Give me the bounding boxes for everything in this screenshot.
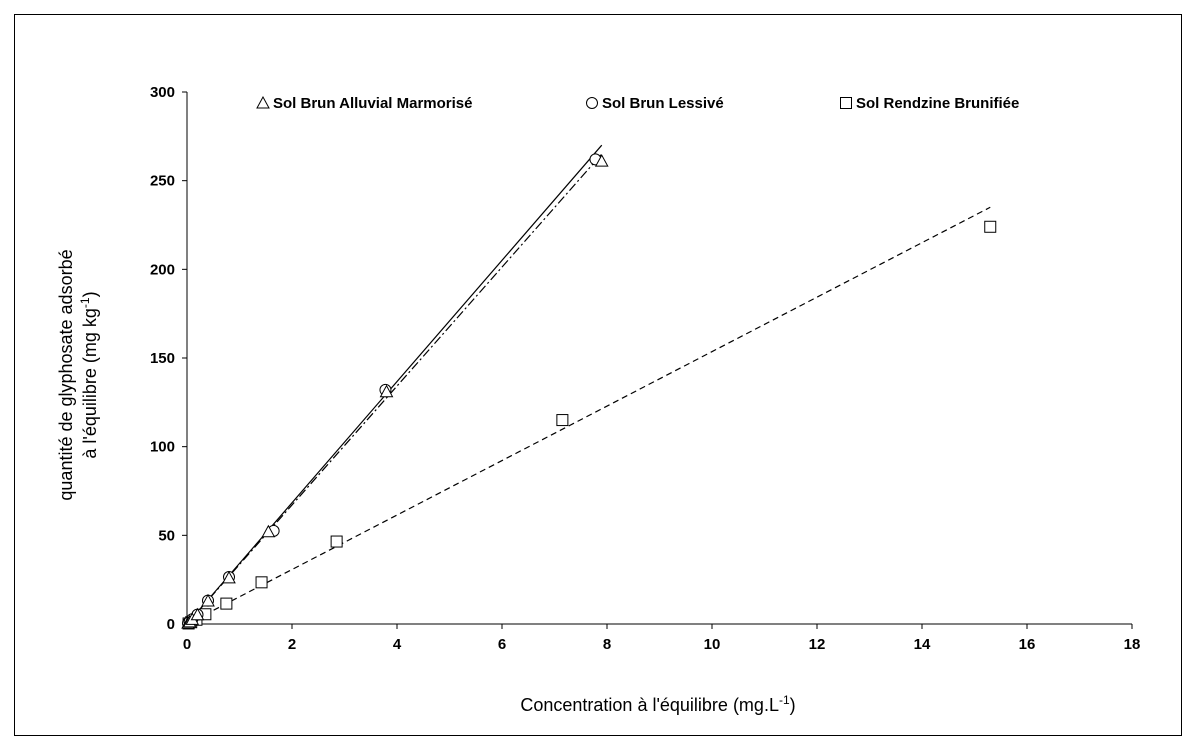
tick-labels: 0 2 4 6 8 10 12 14 16 18 0 50 100 150 200 250 300 (150, 84, 1140, 653)
triangle-marker (261, 524, 276, 538)
triangle-marker (379, 384, 394, 398)
square-marker (255, 576, 268, 589)
square-marker (556, 414, 569, 427)
y-tick-label: 0 (167, 616, 175, 633)
y-tick-label: 100 (150, 439, 175, 456)
square-marker (984, 220, 997, 233)
legend-triangle-icon (256, 95, 270, 109)
axes (182, 91, 1133, 629)
legend-square-icon (840, 97, 852, 109)
x-tick-label: 14 (914, 636, 931, 653)
legend: Sol Brun Alluvial Marmorisé Sol Brun Less… (256, 95, 1019, 112)
triangle-marker (594, 154, 609, 167)
legend-label-1: Sol Brun Alluvial Marmorisé (273, 95, 473, 112)
y-axis-title-line1: quantité de glyphosate adsorbé (56, 249, 76, 500)
x-tick-label: 16 (1019, 636, 1036, 653)
fit-line-1 (186, 144, 603, 625)
x-tick-label: 18 (1124, 636, 1141, 653)
data-points (181, 153, 997, 630)
y-axis-title: quantité de glyphosate adsorbé à l'équil… (56, 249, 100, 500)
legend-label-3: Sol Rendzine Brunifiée (856, 95, 1019, 112)
triangle-marker (201, 593, 215, 607)
y-axis-title-line2: à l'équilibre (mg kg-1) (78, 291, 100, 458)
y-tick-label: 250 (150, 173, 175, 190)
square-marker (330, 535, 343, 548)
y-tick-label: 200 (150, 261, 175, 278)
x-tick-label: 0 (183, 636, 191, 653)
square-marker (220, 597, 233, 610)
triangle-marker (222, 570, 236, 584)
x-tick-label: 4 (393, 636, 402, 653)
x-tick-label: 6 (498, 636, 506, 653)
x-tick-label: 10 (704, 636, 721, 653)
fit-line-2 (186, 153, 603, 625)
fit-line-3 (186, 206, 991, 625)
y-tick-label: 50 (158, 527, 175, 544)
legend-circle-icon (586, 97, 598, 109)
x-tick-label: 8 (603, 636, 611, 653)
x-axis-title: Concentration à l'équilibre (mg.L-1) (520, 693, 795, 715)
fit-lines (186, 144, 991, 625)
triangle-marker (190, 607, 205, 621)
y-tick-label: 300 (150, 84, 175, 101)
legend-label-2: Sol Brun Lessivé (602, 95, 724, 112)
y-tick-label: 150 (150, 350, 175, 367)
x-tick-label: 2 (288, 636, 296, 653)
x-tick-label: 12 (809, 636, 826, 653)
